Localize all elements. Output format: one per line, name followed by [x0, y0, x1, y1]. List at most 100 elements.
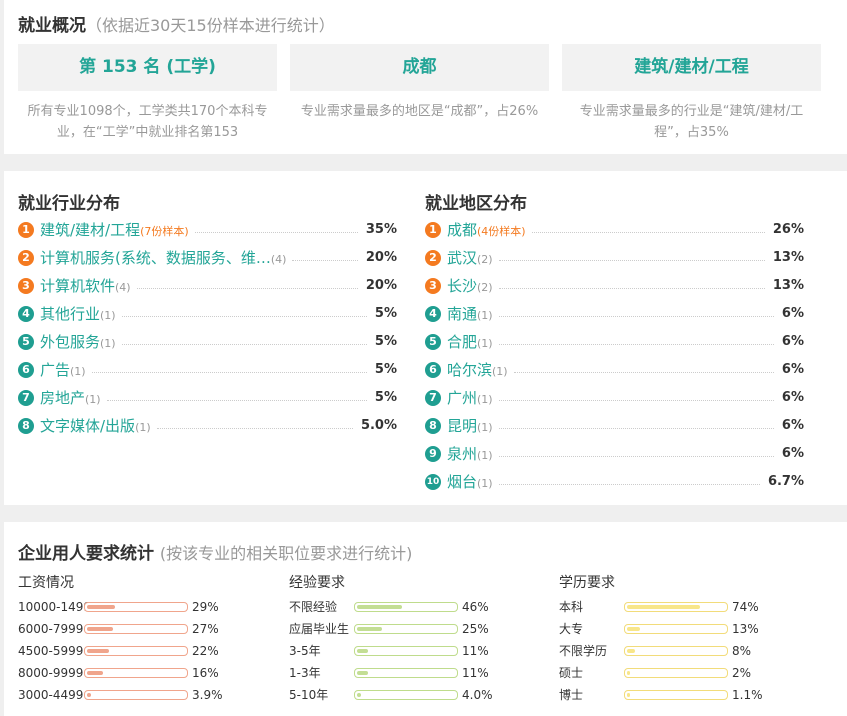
- requirements-card: 企业用人要求统计 (按该专业的相关职位要求进行统计) 工资情况 10000-149…: [4, 522, 847, 716]
- overview-rank-desc-line1: 所有专业1098个，工学类共170个本科专: [27, 104, 268, 119]
- requirement-row: 应届毕业生 25%: [289, 621, 489, 637]
- rank-badge: 9: [425, 446, 441, 462]
- requirement-percent: 8%: [732, 644, 752, 658]
- industry-name[interactable]: 其他行业(1): [40, 303, 116, 327]
- requirement-bar: [624, 624, 728, 634]
- overview-industry-desc-line2: 程”，占35%: [654, 125, 729, 140]
- overview-card: 就业概况（依据近30天15份样本进行统计） 第 153 名 (工学) 所有专业1…: [4, 0, 847, 154]
- industry-name-text[interactable]: 广告: [40, 361, 71, 379]
- leader-dots: [514, 372, 774, 373]
- industry-item[interactable]: 2 计算机服务(系统、数据服务、维…(4) 20%: [18, 247, 397, 269]
- region-percent: 13%: [772, 250, 804, 265]
- region-name-text[interactable]: 合肥: [447, 333, 478, 351]
- industry-name-text[interactable]: 房地产: [40, 389, 86, 407]
- requirement-bar: [84, 602, 188, 612]
- industry-name-text[interactable]: 建筑/建材/工程: [40, 221, 141, 239]
- region-item[interactable]: 4 南通(1) 6%: [425, 303, 804, 325]
- region-name-text[interactable]: 广州: [447, 389, 478, 407]
- industry-name-text[interactable]: 外包服务: [40, 333, 101, 351]
- leader-dots: [292, 260, 358, 261]
- industry-item[interactable]: 3 计算机软件(4) 20%: [18, 275, 397, 297]
- region-item[interactable]: 10 烟台(1) 6.7%: [425, 471, 804, 493]
- region-name[interactable]: 哈尔滨(1): [447, 359, 508, 383]
- region-percent: 13%: [772, 278, 804, 293]
- requirement-bar-fill: [627, 605, 700, 609]
- industry-name-text[interactable]: 计算机服务(系统、数据服务、维…: [40, 249, 271, 267]
- industry-count: (4): [115, 281, 131, 294]
- region-name[interactable]: 长沙(2): [447, 275, 493, 299]
- region-name-text[interactable]: 南通: [447, 305, 478, 323]
- leader-dots: [157, 428, 353, 429]
- region-item[interactable]: 7 广州(1) 6%: [425, 387, 804, 409]
- region-item[interactable]: 3 长沙(2) 13%: [425, 275, 804, 297]
- region-item[interactable]: 8 昆明(1) 6%: [425, 415, 804, 437]
- region-name[interactable]: 泉州(1): [447, 443, 493, 467]
- requirement-percent: 22%: [192, 644, 219, 658]
- industry-name[interactable]: 计算机软件(4): [40, 275, 131, 299]
- rank-badge: 2: [425, 250, 441, 266]
- industry-name-text[interactable]: 其他行业: [40, 305, 101, 323]
- industry-name[interactable]: 外包服务(1): [40, 331, 116, 355]
- rank-badge: 6: [18, 362, 34, 378]
- region-item[interactable]: 1 成都(4份样本) 26%: [425, 219, 804, 241]
- industry-item[interactable]: 1 建筑/建材/工程(7份样本) 35%: [18, 219, 397, 241]
- leader-dots: [137, 288, 358, 289]
- industry-percent: 20%: [365, 278, 397, 293]
- overview-industry-desc-line1: 专业需求量最多的行业是“建筑/建材/工: [579, 104, 804, 119]
- leader-dots: [532, 232, 765, 233]
- industry-name[interactable]: 房地产(1): [40, 387, 101, 411]
- region-name[interactable]: 烟台(1): [447, 471, 493, 495]
- region-item[interactable]: 5 合肥(1) 6%: [425, 331, 804, 353]
- requirement-label: 3-5年: [289, 644, 321, 658]
- industry-name-text[interactable]: 计算机软件: [40, 277, 116, 295]
- region-count: (1): [477, 477, 493, 490]
- region-name-text[interactable]: 昆明: [447, 417, 478, 435]
- region-name[interactable]: 南通(1): [447, 303, 493, 327]
- region-name[interactable]: 合肥(1): [447, 331, 493, 355]
- industry-item[interactable]: 7 房地产(1) 5%: [18, 387, 397, 409]
- requirement-bar: [624, 668, 728, 678]
- region-name-text[interactable]: 泉州: [447, 445, 478, 463]
- industry-name[interactable]: 广告(1): [40, 359, 86, 383]
- region-count: (1): [477, 393, 493, 406]
- requirement-bar: [84, 690, 188, 700]
- region-name[interactable]: 成都(4份样本): [447, 219, 526, 243]
- requirement-percent: 16%: [192, 666, 219, 680]
- industry-count: (1): [135, 421, 151, 434]
- region-name[interactable]: 武汉(2): [447, 247, 493, 271]
- leader-dots: [499, 428, 774, 429]
- overview-rank-desc: 所有专业1098个，工学类共170个本科专 业，在“工学”中就业排名第153: [18, 101, 277, 143]
- region-name-text[interactable]: 成都: [447, 221, 478, 239]
- industry-item[interactable]: 5 外包服务(1) 5%: [18, 331, 397, 353]
- requirement-label: 3000-4499: [18, 688, 84, 702]
- region-name[interactable]: 广州(1): [447, 387, 493, 411]
- requirement-label: 本科: [559, 600, 584, 614]
- region-name-text[interactable]: 长沙: [447, 277, 478, 295]
- region-name-text[interactable]: 烟台: [447, 473, 478, 491]
- requirement-bar-fill: [357, 605, 402, 609]
- region-item[interactable]: 9 泉州(1) 6%: [425, 443, 804, 465]
- requirement-bar: [354, 690, 458, 700]
- industry-item[interactable]: 8 文字媒体/出版(1) 5.0%: [18, 415, 397, 437]
- region-count: (1): [492, 365, 508, 378]
- requirement-row: 5-10年 4.0%: [289, 687, 493, 703]
- overview-subtitle: （依据近30天15份样本进行统计）: [86, 16, 335, 35]
- requirements-subtitle: (按该专业的相关职位要求进行统计): [159, 544, 413, 563]
- region-name-text[interactable]: 哈尔滨: [447, 361, 493, 379]
- industry-name-text[interactable]: 文字媒体/出版: [40, 417, 136, 435]
- industry-name[interactable]: 文字媒体/出版(1): [40, 415, 151, 439]
- region-percent: 26%: [772, 222, 804, 237]
- leader-dots: [107, 400, 367, 401]
- region-item[interactable]: 2 武汉(2) 13%: [425, 247, 804, 269]
- leader-dots: [499, 316, 774, 317]
- region-name-text[interactable]: 武汉: [447, 249, 478, 267]
- industry-name[interactable]: 计算机服务(系统、数据服务、维…(4): [40, 247, 286, 271]
- region-item[interactable]: 6 哈尔滨(1) 6%: [425, 359, 804, 381]
- requirement-percent: 1.1%: [732, 688, 763, 702]
- industry-item[interactable]: 6 广告(1) 5%: [18, 359, 397, 381]
- requirement-percent: 11%: [462, 666, 489, 680]
- industry-item[interactable]: 4 其他行业(1) 5%: [18, 303, 397, 325]
- industry-name[interactable]: 建筑/建材/工程(7份样本): [40, 219, 189, 243]
- region-name[interactable]: 昆明(1): [447, 415, 493, 439]
- requirement-label: 硕士: [559, 666, 584, 680]
